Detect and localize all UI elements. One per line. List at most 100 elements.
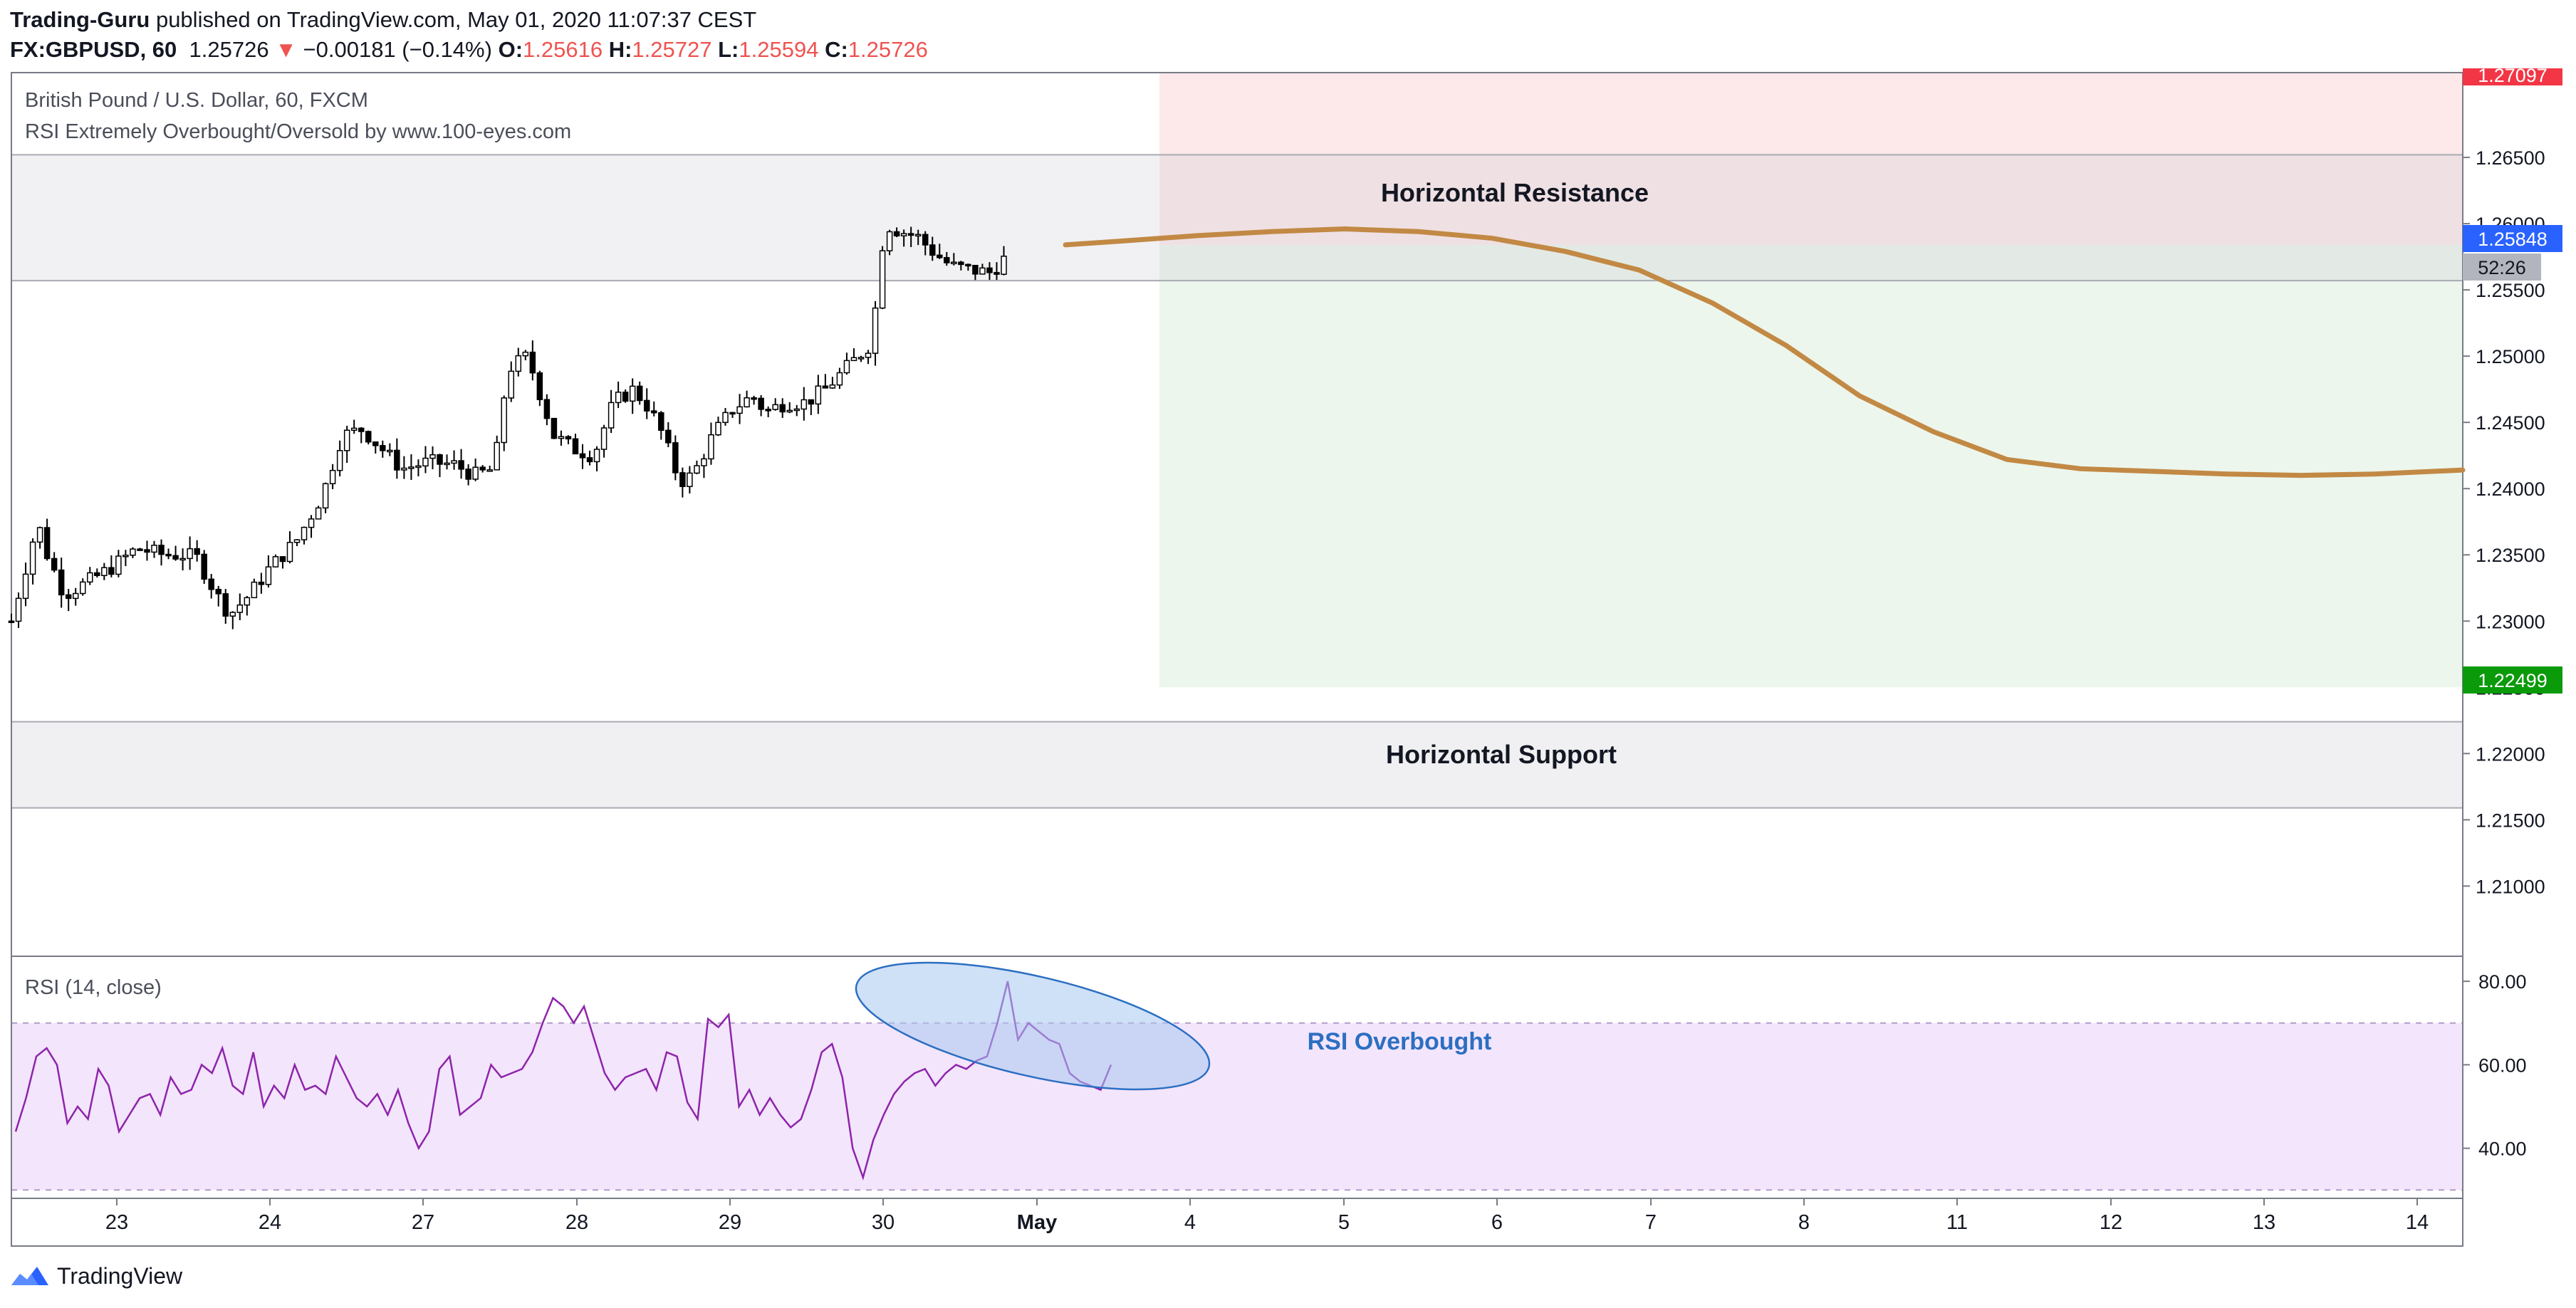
candle (893, 227, 900, 238)
candle (979, 263, 986, 275)
candle (629, 378, 636, 414)
candle (615, 381, 622, 409)
candle (937, 244, 943, 259)
candle-body (815, 385, 822, 405)
candle-body (543, 399, 551, 419)
symbol-info: FX:GBPUSD, 60 1.25726 ▼ −0.00181 (−0.14%… (10, 36, 928, 64)
price-tick-label: 1.24500 (2476, 412, 2545, 434)
candle-body (479, 466, 486, 471)
candle (558, 430, 565, 446)
resistance-label: Horizontal Resistance (1381, 178, 1649, 207)
candle (422, 446, 429, 474)
candle-body (80, 581, 86, 595)
candle (822, 374, 829, 389)
candle (715, 417, 721, 436)
candle (401, 456, 407, 479)
candle-body (29, 541, 36, 575)
candle (308, 515, 315, 538)
high-label: H: (608, 37, 632, 62)
time-tick-label: 27 (412, 1211, 434, 1234)
candle-body (208, 578, 214, 590)
candle (201, 550, 207, 584)
candle (179, 548, 186, 571)
candle (486, 465, 493, 472)
pane-frames (11, 72, 2463, 1247)
candle-body (914, 234, 922, 237)
candle-body (929, 244, 936, 256)
down-arrow-icon: ▼ (275, 37, 297, 62)
candle-body (279, 556, 286, 563)
candle-body (879, 250, 886, 309)
candle (251, 578, 258, 599)
rsi-line (14, 980, 1112, 1181)
candle-body (786, 409, 793, 413)
candle-body (736, 406, 743, 414)
candle-body (958, 261, 964, 266)
candle (907, 226, 914, 247)
candle (286, 531, 293, 564)
candle-body (701, 458, 707, 466)
time-tick-label: 28 (565, 1211, 588, 1234)
time-tick-label: May (1017, 1211, 1057, 1234)
candle-body (15, 597, 22, 622)
candle-body (293, 539, 301, 543)
candle (343, 425, 350, 464)
candle-body (465, 469, 471, 480)
time-tick-label: 24 (259, 1211, 281, 1234)
candle (672, 435, 679, 481)
candle (843, 352, 850, 375)
candle (458, 449, 464, 479)
candle (651, 401, 657, 417)
candle-body (722, 412, 729, 424)
author-name[interactable]: Trading-Guru (10, 7, 150, 32)
candle-body (301, 526, 308, 540)
candle (529, 340, 536, 381)
candle-body (365, 431, 372, 443)
candle-body (922, 234, 929, 246)
candle-body (101, 567, 108, 576)
candle (465, 464, 471, 486)
candle (857, 355, 865, 362)
open-label: O: (498, 37, 523, 62)
price-tick-label: 1.26500 (2476, 147, 2545, 169)
candle (472, 458, 479, 481)
candle-body (979, 267, 986, 275)
candle (665, 422, 672, 448)
candle-body (36, 527, 43, 543)
rsi-tick-label: 40.00 (2478, 1139, 2527, 1160)
candle (608, 389, 615, 434)
candle (301, 526, 308, 545)
candle-body (244, 597, 251, 606)
candles-layer (8, 226, 1007, 629)
time-tick-label: 5 (1338, 1211, 1350, 1234)
open-value: 1.25616 (523, 37, 603, 62)
candle-body (179, 558, 186, 561)
indicator-title: RSI Extremely Overbought/Oversold by www… (25, 120, 571, 143)
candle (779, 398, 786, 418)
price-tick-label: 1.23000 (2476, 611, 2545, 632)
candle (137, 548, 143, 551)
candle-body (372, 441, 379, 446)
candle (336, 440, 343, 477)
candle (94, 568, 100, 578)
candle (965, 263, 971, 271)
candle-body (251, 581, 258, 599)
price-tag-current-text: 1.25848 (2478, 229, 2548, 250)
rsi-highlight-ellipse (855, 961, 1211, 1091)
candle-body (137, 548, 143, 551)
price-tick-label: 1.25500 (2476, 280, 2545, 301)
candle-body (886, 231, 893, 251)
candle-body (108, 567, 115, 575)
candle (494, 435, 500, 471)
candle (244, 596, 251, 616)
footer-logo[interactable]: TradingView (10, 1259, 182, 1293)
candle-body (779, 404, 786, 413)
candle (358, 427, 365, 444)
candle (108, 555, 115, 577)
candle-body (508, 370, 515, 399)
rsi-tick-label: 80.00 (2478, 971, 2527, 993)
candle-body (758, 397, 764, 410)
rsi-overbought-label: RSI Overbought (1308, 1028, 1492, 1055)
candle-body (494, 441, 500, 471)
